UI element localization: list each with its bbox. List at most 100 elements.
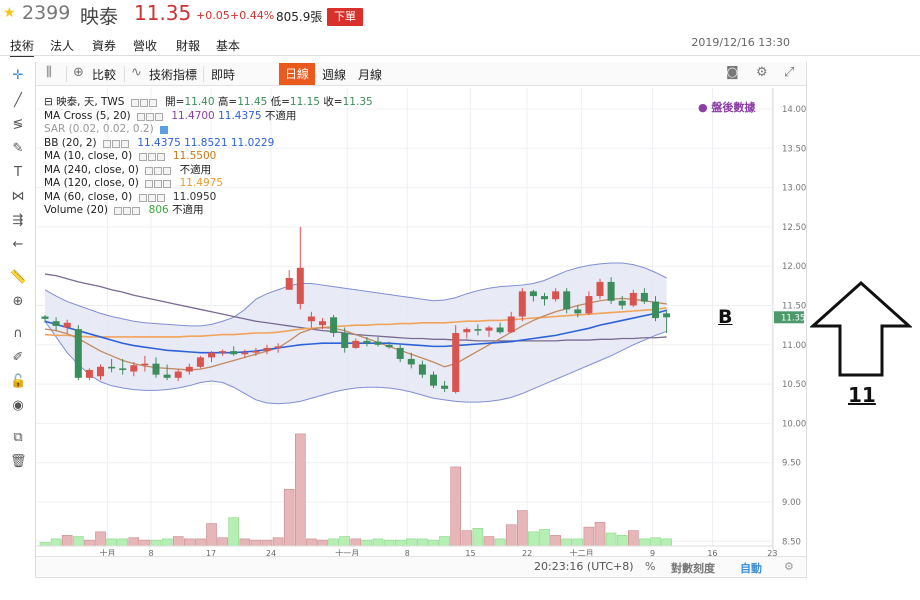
price-axis-tick: 9.00: [782, 498, 801, 508]
week-tab[interactable]: 週線: [322, 68, 347, 82]
indicator-legend: ⊟ 映泰, 天, TWS 開=11.40 高=11.45 低=11.15 收=1…: [44, 96, 373, 218]
volume-bar: [594, 522, 606, 547]
magnet-icon[interactable]: ∩: [13, 326, 23, 341]
legend-controls[interactable]: [103, 139, 131, 148]
toolbar-divider: [124, 66, 125, 82]
menu-revenue[interactable]: 營收: [133, 39, 158, 53]
candle-body: [152, 363, 160, 375]
ma10-line: [44, 297, 667, 371]
volume-bar: [516, 510, 528, 547]
bollinger-band-fill: [45, 263, 667, 404]
auto-scale-button[interactable]: 自動: [740, 562, 762, 575]
day-tab[interactable]: 日線: [279, 63, 315, 85]
fibonacci-icon[interactable]: ≶: [12, 117, 24, 132]
volume-bar: [361, 539, 373, 547]
legend-controls[interactable]: [138, 193, 167, 202]
time-axis-tick: 9: [650, 549, 655, 558]
brush-icon[interactable]: ✎: [12, 141, 24, 156]
legend-controls[interactable]: [145, 179, 173, 188]
time-axis-tick: 22: [522, 549, 532, 558]
percent-scale-button[interactable]: %: [645, 560, 656, 573]
candle-body: [108, 366, 116, 369]
bb-upper: 11.8521: [184, 136, 228, 149]
last-price-label: 11.35: [781, 313, 805, 323]
volume-bar: [550, 535, 561, 547]
indicator-wave-icon[interactable]: ∿: [131, 65, 142, 80]
menu-basic[interactable]: 基本: [216, 39, 241, 53]
volume-bar: [117, 538, 128, 547]
candle-body: [441, 385, 449, 389]
divider: [0, 55, 920, 56]
volume-name: Volume (20): [44, 204, 108, 216]
menu-financials[interactable]: 財報: [176, 39, 201, 53]
legend-controls[interactable]: [114, 206, 142, 215]
candle-body: [640, 292, 648, 302]
legend-controls[interactable]: [136, 112, 165, 121]
place-order-button[interactable]: 下單: [327, 8, 363, 26]
ruler-icon[interactable]: 📏: [10, 270, 27, 285]
time-axis-tick: 十二月: [570, 548, 594, 558]
fullscreen-icon[interactable]: ⤢: [784, 65, 795, 80]
compare-button[interactable]: 比較: [92, 68, 117, 82]
realtime-tab[interactable]: 即時: [211, 68, 236, 82]
text-tool-icon[interactable]: T: [14, 165, 22, 180]
time-axis-tick: 24: [266, 549, 276, 558]
price-axis-tick: 12.50: [782, 223, 806, 233]
zoom-in-icon[interactable]: ⊕: [12, 294, 24, 309]
chart-svg[interactable]: 14.00 13.50 13.00 12.50 12.00 11.50 11.00 10.50…: [36, 88, 806, 576]
up-arrow-icon: [810, 280, 912, 377]
legend-bb: BB (20, 2) 11.4375 11.8521 11.0229: [44, 137, 373, 151]
volume-bar: [61, 535, 73, 547]
legend-high-label: 高=: [217, 96, 238, 108]
legend-ma60: MA (60, close, 0) 11.0950: [44, 191, 373, 205]
settings-gear-icon[interactable]: ⚙: [756, 65, 768, 80]
indicators-button[interactable]: 技術指標: [149, 68, 198, 82]
crosshair-icon[interactable]: ✛: [12, 68, 24, 83]
candle-body: [85, 369, 93, 378]
month-tab[interactable]: 月線: [358, 68, 383, 82]
volume-bar: [172, 536, 184, 547]
visibility-eye-icon[interactable]: ◉: [12, 398, 24, 413]
pattern-icon[interactable]: ⋈: [11, 189, 25, 204]
volume-bar: [139, 539, 151, 547]
price-chart[interactable]: 14.00 13.50 13.00 12.50 12.00 11.50 11.00 10.50…: [36, 88, 806, 576]
candle-body: [518, 291, 526, 317]
scale-settings-gear-icon[interactable]: ⚙: [784, 560, 794, 573]
menu-institutional[interactable]: 法人: [50, 39, 75, 53]
prediction-icon[interactable]: ⇶: [12, 213, 24, 228]
stock-header: ★ 2399 映泰 11.35 +0.05 +0.44% 805.9張 下單: [0, 0, 920, 32]
legend-controls[interactable]: [130, 98, 159, 107]
legend-controls[interactable]: [145, 166, 173, 175]
volume-bar: [72, 536, 84, 547]
candle-style-icon[interactable]: ⫼: [46, 65, 52, 80]
volume-bar: [372, 538, 384, 547]
legend-controls[interactable]: [138, 152, 167, 161]
volume-bar: [627, 530, 639, 547]
log-scale-button[interactable]: 對數刻度: [671, 562, 715, 575]
volume-bar: [228, 517, 239, 547]
menu-technical[interactable]: 技術: [10, 37, 35, 57]
lock-drawing-icon[interactable]: ✐: [12, 350, 24, 365]
menu-margin[interactable]: 資券: [92, 39, 117, 53]
camera-icon[interactable]: ◙: [726, 65, 739, 80]
price-axis-tick: 11.00: [782, 341, 806, 351]
collapse-icon[interactable]: ⊟: [44, 96, 53, 108]
lock-icon[interactable]: 🔓: [10, 374, 27, 389]
candle-body: [219, 351, 227, 353]
candle-body: [174, 371, 182, 378]
candle-body: [374, 341, 382, 345]
volume-bar: [195, 538, 206, 547]
trash-icon[interactable]: 🗑: [10, 454, 27, 469]
volume-bar: [128, 537, 140, 547]
candle-body: [396, 347, 404, 359]
compare-plus-icon[interactable]: ⊕: [73, 65, 84, 80]
stock-menu: 技術 法人 資券 營收 財報 基本 2019/12/16 13:30: [0, 33, 920, 57]
layers-icon[interactable]: ⧉: [13, 430, 23, 445]
favorite-star-icon[interactable]: ★: [3, 5, 16, 21]
legend-controls[interactable]: [160, 125, 180, 134]
trend-line-icon[interactable]: ╱: [14, 93, 22, 108]
stock-name: 映泰: [80, 6, 119, 28]
back-arrow-icon[interactable]: ←: [12, 237, 24, 252]
legend-close: 11.35: [342, 96, 373, 108]
stock-volume: 805.9張: [276, 10, 323, 24]
